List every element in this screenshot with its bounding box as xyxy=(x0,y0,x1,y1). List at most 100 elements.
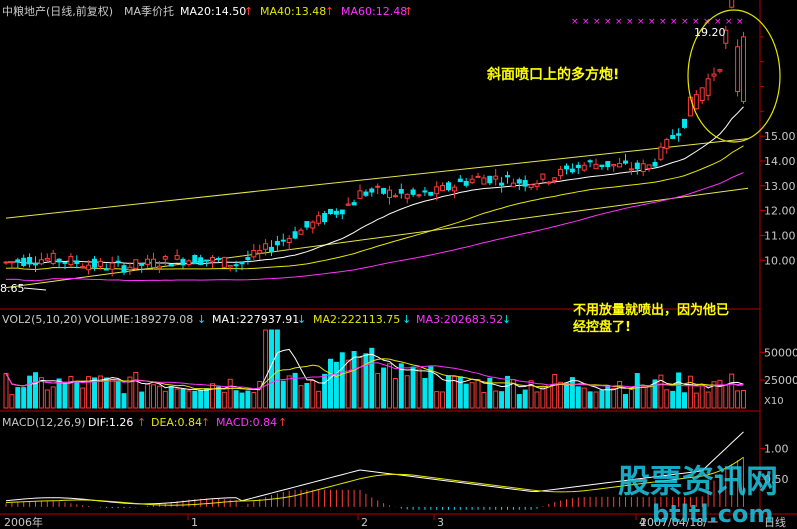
period-label: 日线 xyxy=(764,515,786,529)
volume-bar xyxy=(463,383,469,409)
volume-bar xyxy=(38,377,44,409)
volume-bar xyxy=(210,383,215,409)
ma40-arrow: ↑ xyxy=(325,5,334,18)
volume-bar xyxy=(15,387,21,409)
volume-bar xyxy=(310,380,316,409)
candle-body xyxy=(97,260,103,267)
volume-bar xyxy=(522,389,528,409)
candle-body xyxy=(552,177,558,181)
high-marker-row: × × × × × × × × × × × × × × × × xyxy=(571,17,744,27)
volume-bar xyxy=(516,394,522,409)
volume-annotation-line2: 经控盘了! xyxy=(573,319,631,335)
volume-bar xyxy=(487,377,493,409)
volume-bar xyxy=(186,390,192,409)
slope-annotation: 斜面喷口上的多方炮! xyxy=(486,66,619,83)
volume-bar xyxy=(404,375,410,409)
candle-body xyxy=(682,118,687,128)
candle-body xyxy=(56,258,62,263)
candle-body xyxy=(623,160,628,164)
volume-bar xyxy=(363,353,369,409)
candle-body xyxy=(239,261,245,265)
macd-tick-label: 0.50 xyxy=(764,473,789,486)
vol-ma2-arrow: ↓ xyxy=(402,313,411,326)
volume-arrow: ↓ xyxy=(197,313,206,326)
volume-bar xyxy=(156,385,162,409)
candle-body xyxy=(711,73,717,77)
candle-body xyxy=(310,221,316,229)
vol-ma3-legend: MA3:202683.52 xyxy=(416,313,503,326)
candle-body xyxy=(410,189,416,195)
price-tick-label: 15.00 xyxy=(764,130,796,143)
volume-bar xyxy=(617,380,623,409)
candle-body xyxy=(398,188,404,194)
candle-body xyxy=(333,210,339,215)
volume-bar xyxy=(56,378,62,409)
candle-body xyxy=(528,184,534,189)
candle-body xyxy=(233,264,239,267)
volume-bar xyxy=(304,382,310,409)
volume-bar xyxy=(115,380,121,409)
volume-bar xyxy=(375,373,381,409)
volume-bar xyxy=(292,372,298,409)
watermark-title: 股票资讯网 xyxy=(618,462,778,500)
volume-bar xyxy=(499,391,505,409)
volume-bar xyxy=(634,373,640,409)
volume-bar xyxy=(239,392,245,409)
vol-ma2-legend: MA2:222113.75 xyxy=(313,313,400,326)
candle-body xyxy=(127,266,133,271)
candle-body xyxy=(717,69,723,72)
high-marker: × xyxy=(670,17,678,27)
volume-bar xyxy=(280,380,286,409)
volume-bar xyxy=(80,387,86,409)
candle-body xyxy=(280,239,286,242)
volume-bar xyxy=(440,391,446,409)
candle-body xyxy=(62,261,68,264)
candle-body xyxy=(27,257,33,265)
candle-body xyxy=(723,29,729,44)
volume-bar xyxy=(569,377,575,409)
candle-body xyxy=(322,212,328,223)
volume-bar xyxy=(670,390,676,409)
candle-body xyxy=(546,181,552,184)
volume-bar xyxy=(493,390,499,409)
candle-body xyxy=(493,175,499,180)
volume-bar xyxy=(422,378,428,409)
candle-body xyxy=(664,139,670,149)
high-marker: × xyxy=(637,17,645,27)
candle-body xyxy=(304,221,310,228)
price-tick-label: 10.00 xyxy=(764,254,796,267)
candle-body xyxy=(457,178,463,183)
price-tick-label: 13.00 xyxy=(764,180,796,193)
candle-body xyxy=(227,264,233,268)
volume-bar xyxy=(369,347,375,409)
candle-body xyxy=(569,168,575,173)
volume-bar xyxy=(546,384,552,409)
volume-bar xyxy=(646,385,652,409)
volume-bar xyxy=(74,381,80,409)
candle-body xyxy=(221,256,227,268)
candle-body xyxy=(263,243,269,250)
upper-trendline xyxy=(5,138,749,219)
volume-bar xyxy=(381,367,387,409)
macd-legend: MACD:0.84 xyxy=(216,416,277,429)
volume-bar xyxy=(97,375,103,409)
macd-arrow: ↑ xyxy=(278,416,287,429)
volume-bar xyxy=(121,393,127,409)
volume-bar xyxy=(628,389,634,409)
candle-body xyxy=(68,256,74,266)
volume-bar xyxy=(658,374,664,409)
volume-bar xyxy=(245,390,251,409)
volume-bar xyxy=(392,378,398,409)
year-label: 2006年 xyxy=(4,515,43,529)
volume-bar xyxy=(127,376,133,409)
candle-body xyxy=(617,163,623,168)
volume-bar xyxy=(151,384,156,409)
candle-body xyxy=(446,182,451,191)
dea-line xyxy=(5,456,744,506)
candle-body xyxy=(74,260,80,264)
candle-body xyxy=(475,175,481,178)
candle-body xyxy=(599,164,605,168)
volume-bar xyxy=(33,372,38,409)
high-marker: × xyxy=(626,17,634,27)
candle-body xyxy=(587,160,593,163)
